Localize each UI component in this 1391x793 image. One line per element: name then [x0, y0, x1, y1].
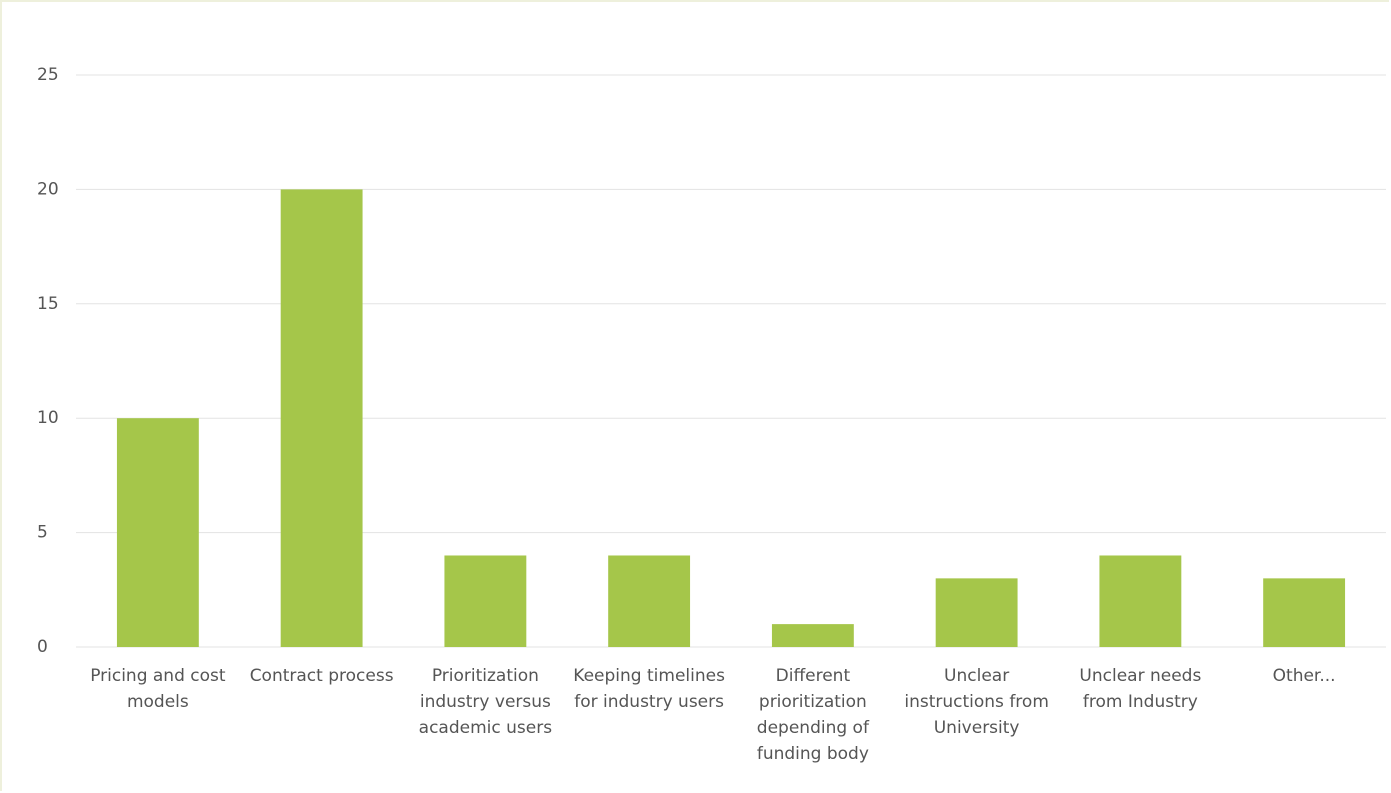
- y-tick-label: 10: [37, 408, 59, 428]
- x-tick-label: Keeping timelines for industry users: [573, 666, 725, 712]
- x-tick-label: Contract process: [249, 666, 394, 686]
- x-tick-label: Unclear needs from Industry: [1079, 666, 1202, 712]
- y-tick-label: 0: [37, 637, 48, 657]
- bar: [608, 555, 691, 647]
- bar: [1263, 578, 1346, 647]
- x-tick-label: Prioritization industry versus academic …: [418, 666, 553, 738]
- y-tick-label: 15: [37, 294, 59, 314]
- x-tick-label: Pricing and cost models: [90, 666, 226, 712]
- bar: [935, 578, 1018, 647]
- bar: [771, 624, 854, 647]
- bar: [1099, 555, 1182, 647]
- bar: [116, 418, 199, 647]
- x-tick-label: Other...: [1272, 666, 1336, 686]
- bar: [444, 555, 527, 647]
- y-tick-label: 20: [37, 179, 59, 199]
- y-tick-label: 25: [37, 65, 59, 85]
- y-tick-label: 5: [37, 523, 48, 543]
- x-tick-label: Different prioritization depending of fu…: [756, 666, 869, 764]
- bar: [280, 189, 363, 647]
- x-tick-label: Unclear instructions from University: [904, 666, 1049, 738]
